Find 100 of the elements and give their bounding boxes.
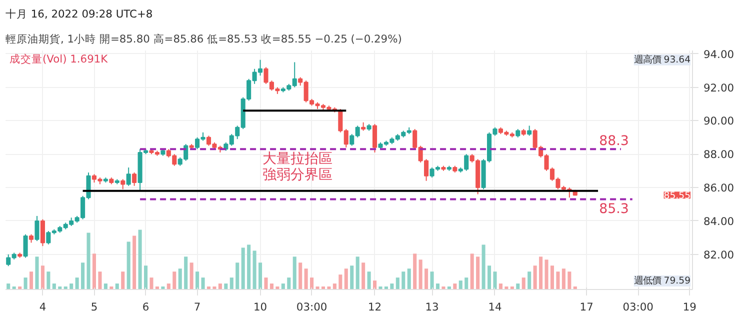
x-tick-label: 10: [253, 300, 268, 314]
y-tick-label: 92.00: [704, 81, 734, 94]
bar: [184, 256, 188, 290]
bar: [522, 278, 526, 290]
bar: [218, 284, 222, 290]
bar: [362, 262, 366, 290]
bar: [6, 284, 10, 290]
bar: [172, 272, 176, 290]
annotation: 強弱分界區: [262, 166, 333, 183]
bar: [281, 284, 285, 290]
bar: [190, 262, 194, 290]
bar: [70, 284, 74, 290]
bar: [241, 248, 245, 290]
y-tick-label: 84.00: [704, 214, 734, 228]
y-tick-label: 90.00: [704, 114, 734, 128]
bar: [378, 286, 382, 290]
bar: [390, 284, 394, 290]
bar: [86, 232, 90, 290]
bar: [436, 284, 440, 290]
x-tick-label: 17: [580, 300, 594, 314]
bar: [236, 262, 240, 290]
y-tick-label: 88.00: [704, 148, 734, 162]
bar: [453, 284, 457, 290]
bar: [115, 284, 119, 290]
bar: [126, 242, 130, 290]
bar: [396, 278, 400, 290]
bar: [132, 236, 136, 290]
bar: [516, 284, 520, 290]
bar: [498, 284, 502, 290]
x-tick-label: 4: [39, 300, 46, 314]
bar: [264, 278, 268, 290]
bar: [121, 272, 125, 290]
bar: [166, 284, 170, 290]
annotation: 88.3: [599, 134, 629, 150]
bar: [402, 272, 406, 290]
x-tick-label: 03:00: [622, 300, 654, 314]
bar: [201, 278, 205, 290]
bar: [487, 266, 492, 290]
candlestick: [126, 166, 131, 186]
bar: [367, 272, 371, 290]
bar: [252, 250, 256, 290]
bar: [144, 266, 148, 290]
candlestick: [372, 124, 378, 153]
bar: [247, 244, 251, 290]
bar: [310, 278, 314, 290]
bar: [418, 260, 422, 290]
bar: [413, 254, 417, 290]
annotation: 週高價 93.64: [634, 54, 691, 66]
bar: [40, 266, 44, 290]
bar: [138, 230, 142, 290]
bar: [104, 284, 108, 290]
bar: [24, 278, 28, 290]
bar: [493, 272, 497, 290]
bar: [424, 268, 428, 290]
bar: [464, 278, 468, 290]
y-tick-label: 82.00: [704, 248, 734, 262]
x-tick-label: 7: [194, 300, 201, 314]
x-tick-label: 13: [425, 300, 439, 314]
bar: [316, 286, 320, 290]
x-tick-label: 03:00: [296, 300, 328, 314]
candlestick: [34, 215, 40, 242]
bar: [544, 260, 548, 290]
x-tick-label: 5: [90, 300, 98, 314]
bar: [430, 272, 434, 290]
bar: [528, 272, 532, 290]
bar: [470, 254, 474, 290]
bar: [258, 262, 262, 290]
bar: [98, 272, 102, 290]
chart-title: 成交量(Vol) 1.691K: [10, 52, 109, 66]
bar: [562, 268, 566, 290]
bar: [568, 272, 572, 290]
y-tick-label: 86.00: [704, 182, 734, 195]
candlestick: [23, 234, 28, 258]
bar: [29, 272, 34, 290]
bar: [458, 280, 462, 290]
bar: [332, 284, 336, 290]
bar: [35, 256, 39, 290]
y-tick-label: 94.00: [704, 48, 734, 61]
x-tick-label: 14: [488, 300, 502, 314]
bar: [224, 284, 228, 290]
bar: [407, 268, 411, 290]
candlestick: [40, 218, 45, 247]
bar: [92, 254, 96, 290]
annotation: 85.3: [599, 202, 629, 218]
bar: [81, 262, 85, 290]
bar: [178, 268, 182, 290]
bar: [46, 272, 50, 290]
chart-title: 輕原油期貨, 1小時 開=85.80 高=85.86 低=85.53 收=85.55 −0.25 (−0.29%): [6, 32, 402, 46]
bar: [292, 256, 296, 290]
candlestick: [132, 172, 137, 186]
bar: [52, 284, 56, 290]
bar: [350, 266, 354, 290]
bar: [287, 278, 291, 290]
bar: [304, 268, 308, 290]
bar: [550, 266, 554, 290]
bar: [344, 268, 348, 290]
bar: [356, 256, 360, 290]
annotation: 週低價 79.59: [634, 276, 691, 286]
x-tick-label: 12: [368, 300, 382, 314]
bar: [476, 256, 480, 290]
